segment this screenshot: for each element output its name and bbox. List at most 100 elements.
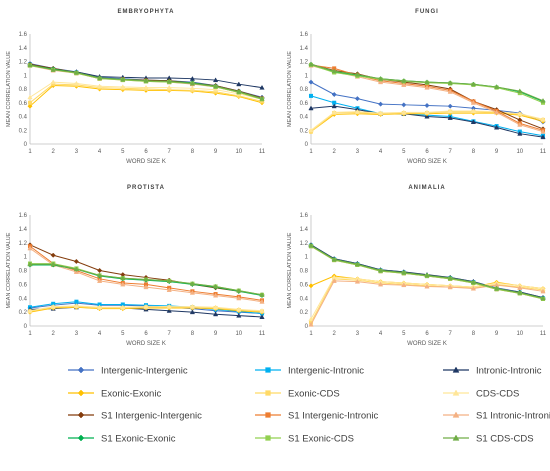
- data-point: [50, 79, 56, 85]
- series-cds-cds: [308, 274, 546, 322]
- legend-marker: [452, 434, 460, 441]
- data-point: [540, 128, 546, 134]
- data-point: [259, 84, 265, 90]
- legend-marker: [77, 411, 85, 419]
- x-tick-label: 10: [235, 331, 242, 337]
- legend-item-s1-cds-cds: S1 CDS-CDS: [443, 434, 534, 445]
- y-tick-label: 0.2: [300, 128, 309, 134]
- x-tick-label: 7: [449, 149, 453, 155]
- series-intronic-intronic: [308, 103, 546, 140]
- data-point: [331, 91, 337, 98]
- x-tick-label: 9: [214, 331, 218, 337]
- data-point: [470, 119, 477, 125]
- data-point: [143, 78, 149, 83]
- data-point: [212, 311, 219, 317]
- data-point: [73, 266, 80, 272]
- legend-marker: [265, 390, 271, 396]
- data-point: [401, 82, 407, 87]
- data-point: [308, 321, 314, 327]
- data-point: [73, 303, 80, 308]
- x-axis-label: WORD SIZE K: [407, 159, 447, 165]
- x-tick-label: 7: [168, 149, 172, 155]
- data-point: [212, 292, 219, 298]
- y-tick-label: 0: [305, 324, 309, 330]
- data-point: [308, 316, 314, 322]
- data-point: [378, 101, 384, 107]
- data-point: [236, 81, 242, 87]
- data-point: [27, 103, 33, 109]
- x-tick-label: 6: [144, 331, 148, 337]
- data-point: [27, 308, 33, 313]
- legend-marker: [77, 366, 85, 374]
- data-point: [189, 80, 196, 86]
- data-point: [308, 61, 314, 67]
- y-tick-label: 1: [24, 73, 28, 79]
- x-tick-label: 5: [121, 331, 125, 337]
- data-point: [493, 285, 500, 291]
- y-tick-label: 1.4: [300, 46, 309, 52]
- legend-item-s1-exonic-cds: S1 Exonic-CDS: [255, 434, 354, 445]
- y-tick-label: 0.4: [300, 115, 309, 121]
- y-axis-label: MEAN CORRELATION VALUE: [287, 51, 293, 127]
- data-point: [73, 80, 80, 86]
- chart-title: EMBRYOPHYTA: [117, 9, 174, 15]
- x-tick-label: 4: [98, 149, 102, 155]
- y-tick-label: 1.4: [19, 227, 28, 233]
- data-point: [50, 252, 56, 258]
- data-point: [331, 68, 337, 74]
- data-point: [377, 267, 384, 273]
- x-tick-label: 11: [259, 331, 266, 337]
- legend: Intergenic-Intergenic Intergenic-Intronic…: [68, 366, 550, 445]
- data-point: [517, 289, 523, 295]
- data-point: [401, 102, 407, 108]
- y-tick-label: 0.4: [19, 115, 28, 121]
- y-tick-label: 1.6: [19, 213, 28, 219]
- x-tick-label: 3: [75, 331, 79, 337]
- x-tick-label: 7: [449, 331, 453, 337]
- data-point: [189, 309, 196, 315]
- x-tick-label: 8: [191, 149, 195, 155]
- legend-marker: [452, 389, 460, 396]
- x-tick-label: 9: [495, 149, 499, 155]
- data-point: [540, 116, 546, 122]
- x-tick-label: 3: [75, 149, 79, 155]
- legend-item-intronic-intronic: Intronic-Intronic: [443, 366, 542, 377]
- legend-label: Intergenic-Intronic: [288, 366, 364, 377]
- x-tick-label: 4: [98, 331, 102, 337]
- legend-item-s1-exonic-exonic: S1 Exonic-Exonic: [68, 434, 176, 445]
- data-point: [308, 242, 314, 248]
- data-point: [96, 75, 103, 81]
- data-point: [517, 88, 523, 94]
- data-point: [470, 100, 477, 105]
- y-tick-label: 0: [24, 324, 28, 330]
- x-tick-label: 6: [144, 149, 148, 155]
- data-point: [331, 109, 337, 115]
- data-point: [517, 130, 523, 136]
- data-point: [331, 103, 337, 109]
- data-point: [212, 77, 219, 83]
- data-point: [424, 272, 430, 278]
- data-point: [447, 275, 453, 281]
- data-point: [259, 95, 265, 101]
- x-tick-label: 1: [309, 149, 313, 155]
- legend-item-cds-cds: CDS-CDS: [443, 389, 519, 400]
- legend-marker: [265, 367, 271, 373]
- series-s1-cds-cds: [308, 242, 546, 301]
- chart-panel-fungi: FUNGI 0 0.2 0.4 0.6 0.8 1 1.2 1.4 1.6 1 2 3 4 5 6 7 8 9 10 1…: [287, 9, 547, 165]
- data-point: [470, 108, 477, 114]
- series-s1-cds-cds: [27, 62, 265, 101]
- series-line: [310, 244, 544, 299]
- y-tick-label: 0.4: [300, 296, 309, 302]
- y-tick-label: 0.8: [300, 87, 309, 93]
- data-point: [447, 103, 453, 109]
- x-tick-label: 6: [425, 149, 429, 155]
- data-point: [517, 285, 523, 290]
- legend-label: S1 Exonic-Exonic: [101, 434, 176, 445]
- data-point: [259, 299, 265, 304]
- data-point: [540, 97, 546, 103]
- y-tick-label: 0: [305, 142, 309, 148]
- series-s1-cds-cds: [27, 261, 265, 297]
- legend-item-exonic-exonic: Exonic-Exonic: [68, 389, 161, 400]
